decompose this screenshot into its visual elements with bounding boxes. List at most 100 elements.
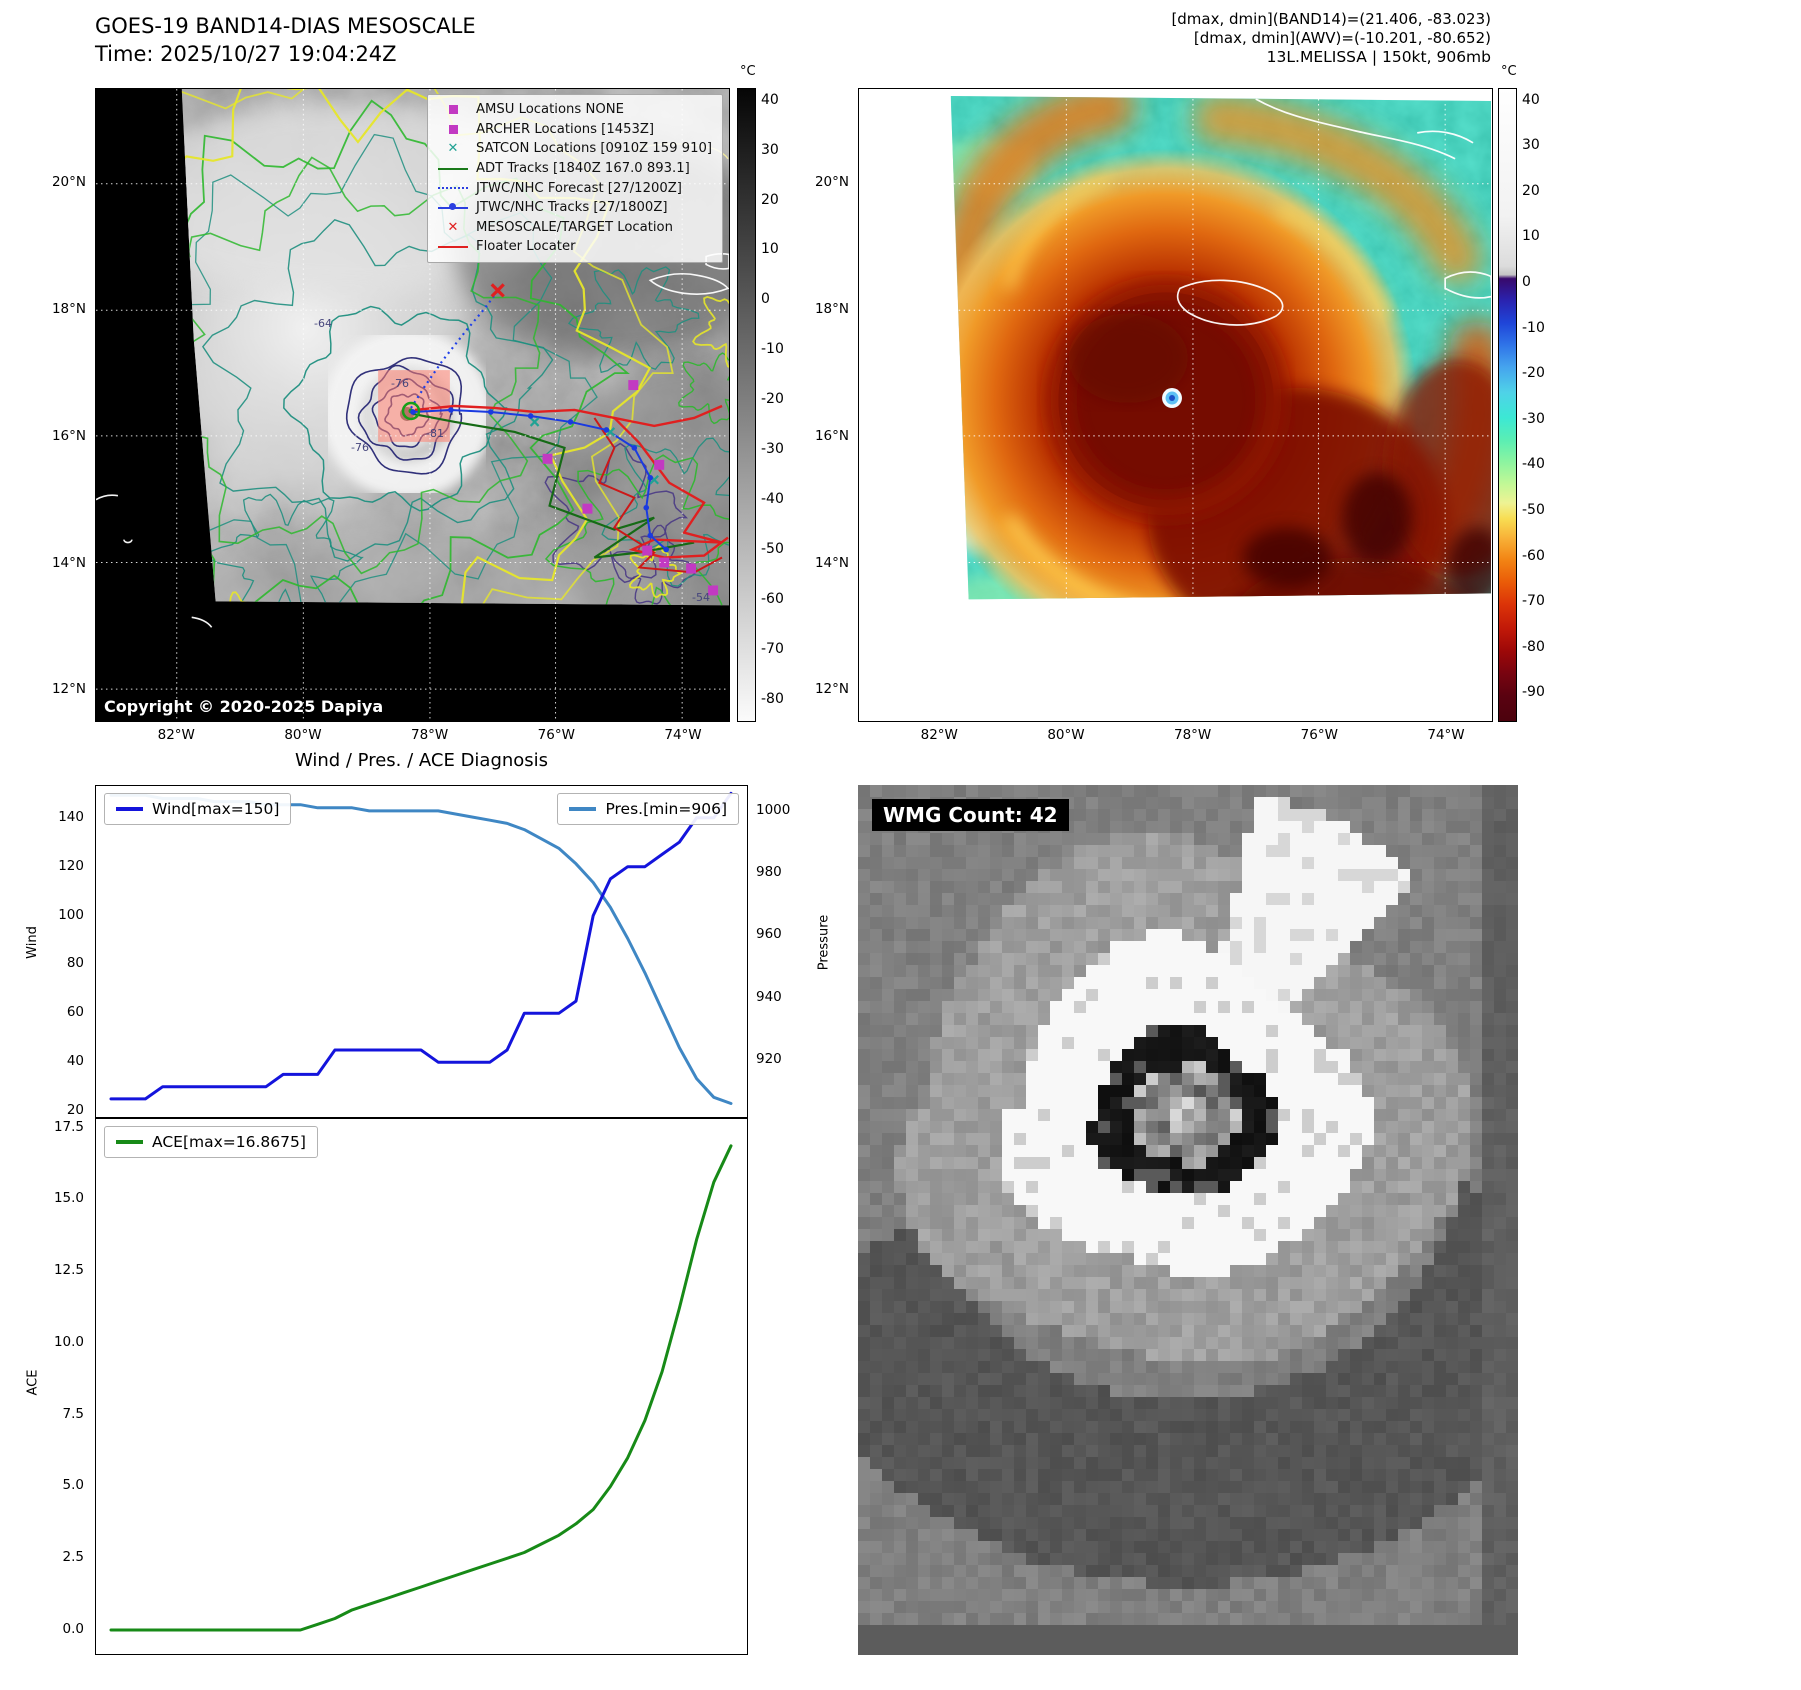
lon-tick: 80°W [1047, 727, 1085, 743]
legend-item-label: JTWC/NHC Tracks [27/1800Z] [476, 200, 668, 216]
ace-legend: ACE[max=16.8675] [104, 1126, 318, 1158]
line-dot-marker-icon [435, 203, 471, 211]
contour-label: -64 [314, 317, 332, 330]
legend-item-6: ✕ MESOSCALE/TARGET Location [435, 218, 712, 238]
legend-item-5: JTWC/NHC Tracks [27/1800Z] [435, 198, 712, 218]
axis-tick: 5.0 [62, 1477, 84, 1494]
contour-label: -76 [391, 377, 409, 390]
axis-tick: 10.0 [53, 1333, 84, 1350]
contour-label: -54 [692, 591, 710, 604]
ace-axis-ticks: 0.0 2.5 5.0 7.5 10.0 12.5 15.0 17.5 [44, 1119, 88, 1653]
contour-label: -81 [426, 427, 444, 440]
mesoscale-target-box [378, 370, 450, 442]
axis-tick: 0.0 [62, 1621, 84, 1638]
legend-item-7: Floater Locater [435, 237, 712, 257]
band14-lat-labels: 20°N 18°N 16°N 14°N 12°N [46, 88, 90, 722]
lat-tick: 20°N [814, 174, 849, 191]
map-legend: AMSU Locations NONE ARCHER Locations [145… [427, 94, 723, 263]
axis-tick: 120 [58, 857, 84, 874]
satcon-x-markers [529, 417, 659, 485]
awv-header: [dmax, dmin](BAND14)=(21.406, -83.023) [… [1171, 10, 1491, 67]
lat-tick: 18°N [814, 300, 849, 317]
colorbar-tick: -70 [761, 640, 784, 657]
colorbar-tick: -50 [761, 541, 784, 558]
axis-tick: 940 [756, 988, 782, 1005]
lon-tick: 80°W [284, 727, 322, 743]
colorbar-tick: -90 [1522, 684, 1545, 701]
colorbar-tick: 20 [1522, 182, 1540, 199]
legend-line-icon [116, 1140, 143, 1144]
axis-tick: 980 [756, 864, 782, 881]
wmg-panel: WMG Count: 42 [858, 785, 1518, 1655]
target-x-icon [490, 283, 505, 298]
axis-tick: 140 [58, 808, 84, 825]
axis-tick: 7.5 [62, 1405, 84, 1422]
contour-label: -76 [351, 441, 369, 454]
axis-tick: 15.0 [53, 1190, 84, 1207]
adt-track-line [412, 412, 695, 559]
colorbar-tick: -40 [1522, 456, 1545, 473]
colorbar-tick: -30 [761, 441, 784, 458]
axis-tick: 17.5 [53, 1118, 84, 1135]
lat-tick: 14°N [51, 554, 86, 571]
lon-tick: 82°W [920, 727, 958, 743]
band14-time: Time: 2025/10/27 19:04:24Z [95, 42, 397, 66]
band14-lon-labels: 82°W 80°W 78°W 76°W 74°W [95, 727, 730, 747]
awv-map [858, 88, 1493, 722]
colorbar-tick: -70 [1522, 593, 1545, 610]
colorbar-tick: 30 [1522, 137, 1540, 154]
header-dmax-awv: [dmax, dmin](AWV)=(-10.201, -80.652) [1193, 29, 1491, 47]
coastlines [1176, 98, 1492, 326]
lat-tick: 14°N [814, 554, 849, 571]
axis-tick: 40 [66, 1053, 84, 1070]
legend-item-label: AMSU Locations NONE [476, 102, 624, 118]
lat-tick: 12°N [51, 681, 86, 698]
line-marker-icon [435, 167, 471, 170]
legend-item-2: ✕ SATCON Locations [0910Z 159 910] [435, 139, 712, 159]
legend-item-label: MESOSCALE/TARGET Location [476, 219, 673, 235]
axis-tick: 1000 [756, 801, 791, 818]
colorbar-tick: 40 [1522, 91, 1540, 108]
wmg-pixel-image [858, 785, 1518, 1655]
legend-item-label: ARCHER Locations [1453Z] [476, 121, 655, 137]
legend-label: Pres.[min=906] [605, 800, 727, 818]
lon-tick: 78°W [411, 727, 449, 743]
axis-tick: 2.5 [62, 1549, 84, 1566]
colorbar-tick: 10 [1522, 228, 1540, 245]
floater-track-line [414, 404, 723, 428]
wind-legend: Wind[max=150] [104, 793, 292, 825]
storm-id-line: 13L.MELISSA | 150kt, 906mb [1266, 48, 1491, 66]
axis-tick: 12.5 [53, 1262, 84, 1279]
floater-track-line [593, 417, 723, 574]
band14-colorbar-ticks: 40 30 20 10 0 -10 -20 -30 -40 -50 -60 -70 -80 [758, 88, 798, 722]
lon-tick: 76°W [537, 727, 575, 743]
colorbar-tick: -10 [761, 341, 784, 358]
colorbar-tick: -30 [1522, 410, 1545, 427]
axis-tick: 20 [66, 1102, 84, 1119]
map-grid [859, 89, 1492, 721]
legend-line-icon [569, 807, 597, 811]
awv-lat-labels: 20°N 18°N 16°N 14°N 12°N [809, 88, 853, 722]
lon-tick: 76°W [1300, 727, 1338, 743]
band14-map: AMSU Locations NONE ARCHER Locations [145… [95, 88, 730, 722]
colorbar-tick: -20 [761, 391, 784, 408]
colorbar-tick: 10 [761, 241, 779, 258]
line-marker-icon [435, 245, 471, 248]
colorbar-tick: -80 [761, 690, 784, 707]
band14-colorbar [737, 88, 756, 722]
axis-tick: 80 [66, 955, 84, 972]
band14-title: GOES-19 BAND14-DIAS MESOSCALE [95, 14, 476, 38]
lat-tick: 16°N [51, 427, 86, 444]
adt-center-marker [401, 401, 421, 421]
dotted-marker-icon [435, 187, 471, 190]
header-dmax-band14: [dmax, dmin](BAND14)=(21.406, -83.023) [1171, 10, 1491, 28]
lon-tick: 82°W [157, 727, 195, 743]
pressure-axis-label: Pressure [816, 914, 832, 971]
ace-chart: ACE[max=16.8675] [95, 1118, 748, 1655]
legend-item-3: ADT Tracks [1840Z 167.0 893.1] [435, 159, 712, 179]
axis-tick: 960 [756, 926, 782, 943]
x-marker-icon: ✕ [447, 219, 459, 235]
axis-tick: 920 [756, 1050, 782, 1067]
wind-axis-label: Wind [24, 926, 40, 959]
legend-item-0: AMSU Locations NONE [435, 100, 712, 120]
